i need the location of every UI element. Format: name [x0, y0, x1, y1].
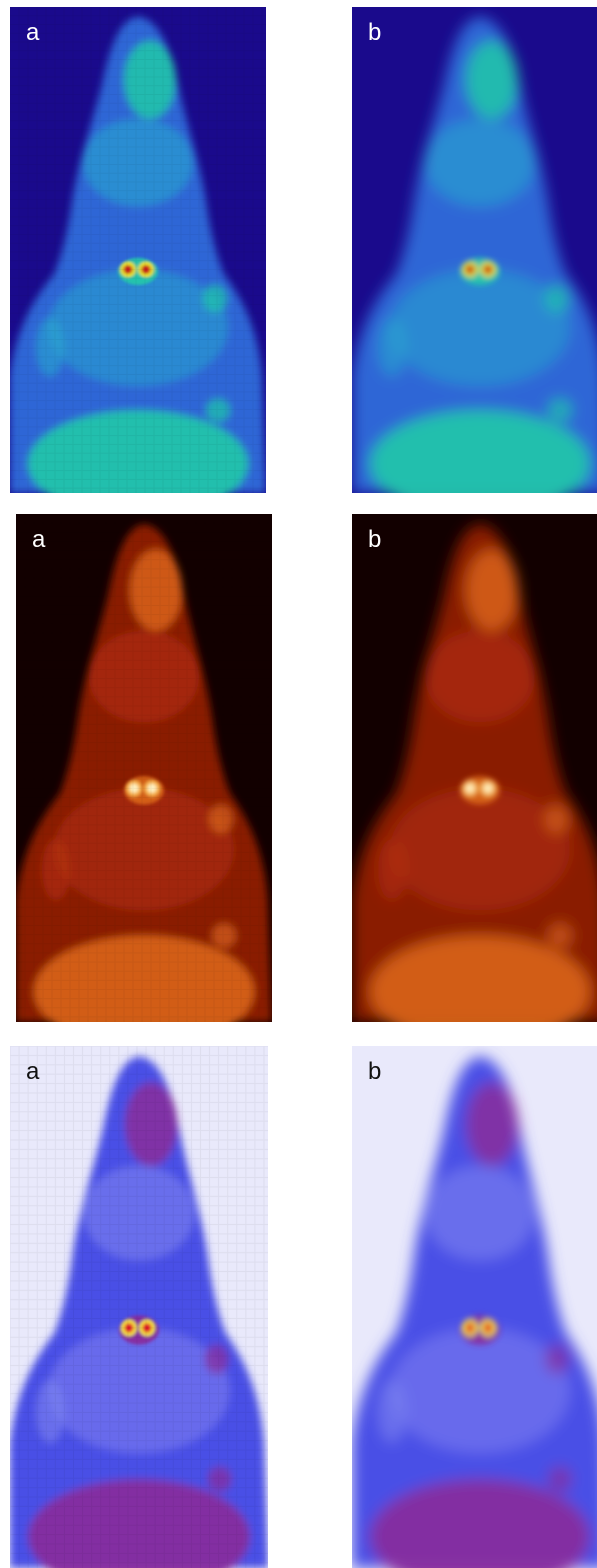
hot-colormap-image-b: b: [352, 514, 597, 1022]
jet-colormap-image-a: a: [10, 7, 266, 493]
panel-label: b: [368, 19, 382, 46]
jet-colormap-image-b: b: [352, 7, 597, 493]
hot-colormap-image-a: a: [16, 514, 272, 1022]
blue-colormap-image-b: b: [352, 1046, 597, 1568]
hotspot-pair: [460, 1315, 500, 1345]
body-silhouette: [352, 1056, 597, 1568]
scan-image: [10, 7, 266, 493]
panel-label: a: [32, 526, 46, 553]
panel-label: a: [26, 19, 40, 46]
body-silhouette: [352, 16, 597, 493]
panel-label: b: [368, 1058, 382, 1085]
panel-label: a: [26, 1058, 40, 1085]
hotspot-pair: [460, 257, 500, 285]
panel-label: b: [368, 526, 382, 553]
blue-colormap-image-a: a: [10, 1046, 268, 1568]
scan-image: [352, 514, 597, 1022]
scan-image: [10, 1046, 268, 1568]
body-silhouette: [352, 524, 597, 1022]
hotspot-pair: [460, 776, 500, 805]
scan-image: [352, 1046, 597, 1568]
scan-image: [16, 514, 272, 1022]
scan-image: [352, 7, 597, 493]
